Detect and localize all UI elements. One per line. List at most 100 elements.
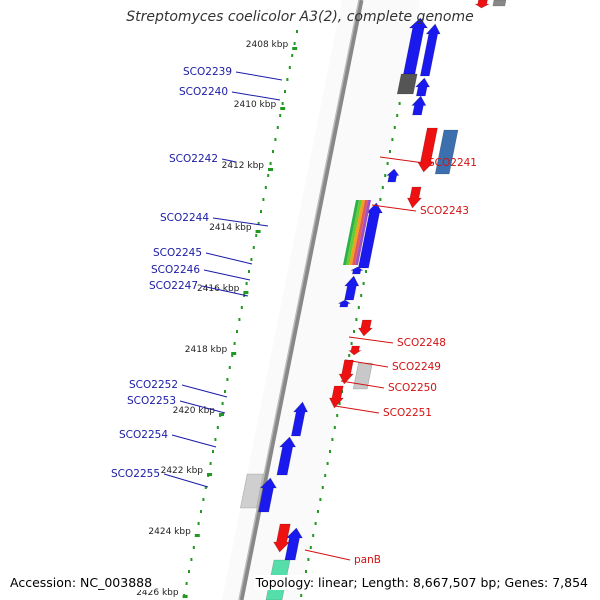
ruler-dot xyxy=(231,354,234,357)
gene-arrow xyxy=(338,299,352,308)
gene-arrow xyxy=(474,0,490,9)
gene-label-sco2245: SCO2245 xyxy=(153,247,202,259)
ruler-dot xyxy=(202,498,205,501)
ruler-dot xyxy=(233,342,236,345)
leader-line xyxy=(379,156,425,164)
gene-arrow xyxy=(357,319,374,337)
ruler-tick xyxy=(268,168,273,171)
ruler-dot xyxy=(329,450,331,453)
ruler-tick xyxy=(194,534,200,537)
ruler-tick xyxy=(182,595,188,598)
ruler-dot xyxy=(331,438,334,441)
ruler-dot xyxy=(272,150,274,153)
leader-line xyxy=(179,400,226,414)
gene-arrow xyxy=(414,77,431,97)
ruler-dot xyxy=(355,318,358,321)
ruler-label: 2416 kbp xyxy=(197,284,240,294)
gene-arrow xyxy=(348,345,362,356)
gene-label-sco2242: SCO2242 xyxy=(169,153,218,165)
ruler-dot xyxy=(353,330,355,333)
ruler-dot xyxy=(333,426,336,429)
leader-line xyxy=(340,380,385,389)
gene-block xyxy=(240,473,264,509)
gene-arrow xyxy=(344,275,360,301)
backbone-highlight xyxy=(238,0,360,600)
ruler-dot xyxy=(286,78,289,81)
ruler-label: 2424 kbp xyxy=(148,527,191,537)
ruler-tick xyxy=(292,47,298,50)
ruler-dot xyxy=(245,282,248,285)
ruler-dot xyxy=(252,246,255,249)
ruler-label: 2422 kbp xyxy=(161,466,204,476)
gene-arrow xyxy=(386,168,400,183)
gene-label-sco2244: SCO2244 xyxy=(160,212,209,224)
ruler-dot xyxy=(264,186,267,189)
leader-line xyxy=(212,217,269,227)
ruler-dot xyxy=(288,66,291,69)
gene-label-sco2246: SCO2246 xyxy=(151,264,200,276)
leader-line xyxy=(201,285,249,297)
ruler-dot xyxy=(379,198,382,201)
ruler-dot xyxy=(365,270,367,273)
ruler-dot xyxy=(279,114,282,117)
ruler-dot xyxy=(284,90,286,93)
map-title: Streptomyces coelicolor A3(2), complete … xyxy=(126,9,474,25)
ruler-dot xyxy=(307,558,310,561)
ruler-tick xyxy=(219,413,224,416)
leader-line xyxy=(235,71,283,81)
ruler-dot xyxy=(396,114,399,117)
ruler-dot xyxy=(224,390,226,393)
gene-arrow xyxy=(290,401,309,437)
gene-arrow xyxy=(411,95,427,116)
ruler-dot xyxy=(326,462,329,465)
ruler-dot xyxy=(209,462,212,465)
ruler-dot xyxy=(276,126,279,129)
leader-line xyxy=(163,473,209,488)
ruler-dot xyxy=(269,162,272,165)
ruler-dot xyxy=(324,474,327,477)
ruler-dot xyxy=(238,318,241,321)
ruler-tick xyxy=(280,107,286,110)
ruler-dot xyxy=(221,402,224,405)
gene-block xyxy=(434,129,459,175)
ruler-dot xyxy=(336,414,339,417)
ruler-label: 2420 kbp xyxy=(173,406,216,416)
ruler-dot xyxy=(281,102,284,105)
ruler-label: 2408 kbp xyxy=(246,40,289,50)
ruler-dot xyxy=(248,270,250,273)
backbone-band xyxy=(222,0,420,600)
ruler-tick xyxy=(231,352,237,355)
ruler-tick xyxy=(207,473,212,476)
gene-block xyxy=(492,0,507,7)
ruler-dot xyxy=(312,534,315,537)
ruler-dot xyxy=(321,486,324,489)
leader-line xyxy=(344,359,389,368)
ruler-dot xyxy=(257,222,260,225)
gene-arrow xyxy=(350,266,364,275)
ruler-dot xyxy=(393,126,396,129)
ruler-dot xyxy=(216,426,219,429)
ruler-dot xyxy=(267,174,270,177)
ruler-dot xyxy=(200,510,202,513)
ruler-dot xyxy=(398,102,401,105)
gene-stripe xyxy=(343,200,359,265)
ruler-dot xyxy=(250,258,253,261)
gene-arrow xyxy=(406,186,423,209)
accession-text: Accession: NC_003888 xyxy=(8,575,155,590)
leader-line xyxy=(231,91,281,101)
ruler-tick xyxy=(255,230,261,233)
ruler-dot xyxy=(293,42,296,45)
ruler-dot xyxy=(236,330,238,333)
ruler-dot xyxy=(309,546,312,549)
ruler-dot xyxy=(192,546,195,549)
ruler-tick xyxy=(243,291,249,294)
gene-label-sco2255: SCO2255 xyxy=(111,468,160,480)
gene-stripe xyxy=(346,200,362,265)
leader-line xyxy=(181,384,228,398)
gene-label-sco2241: SCO2241 xyxy=(428,157,477,169)
gene-label-sco2247: SCO2247 xyxy=(149,280,198,292)
gene-stripe xyxy=(355,200,371,265)
ruler-dot xyxy=(214,438,217,441)
ruler-dot xyxy=(291,54,294,57)
ruler-dot xyxy=(204,486,207,489)
